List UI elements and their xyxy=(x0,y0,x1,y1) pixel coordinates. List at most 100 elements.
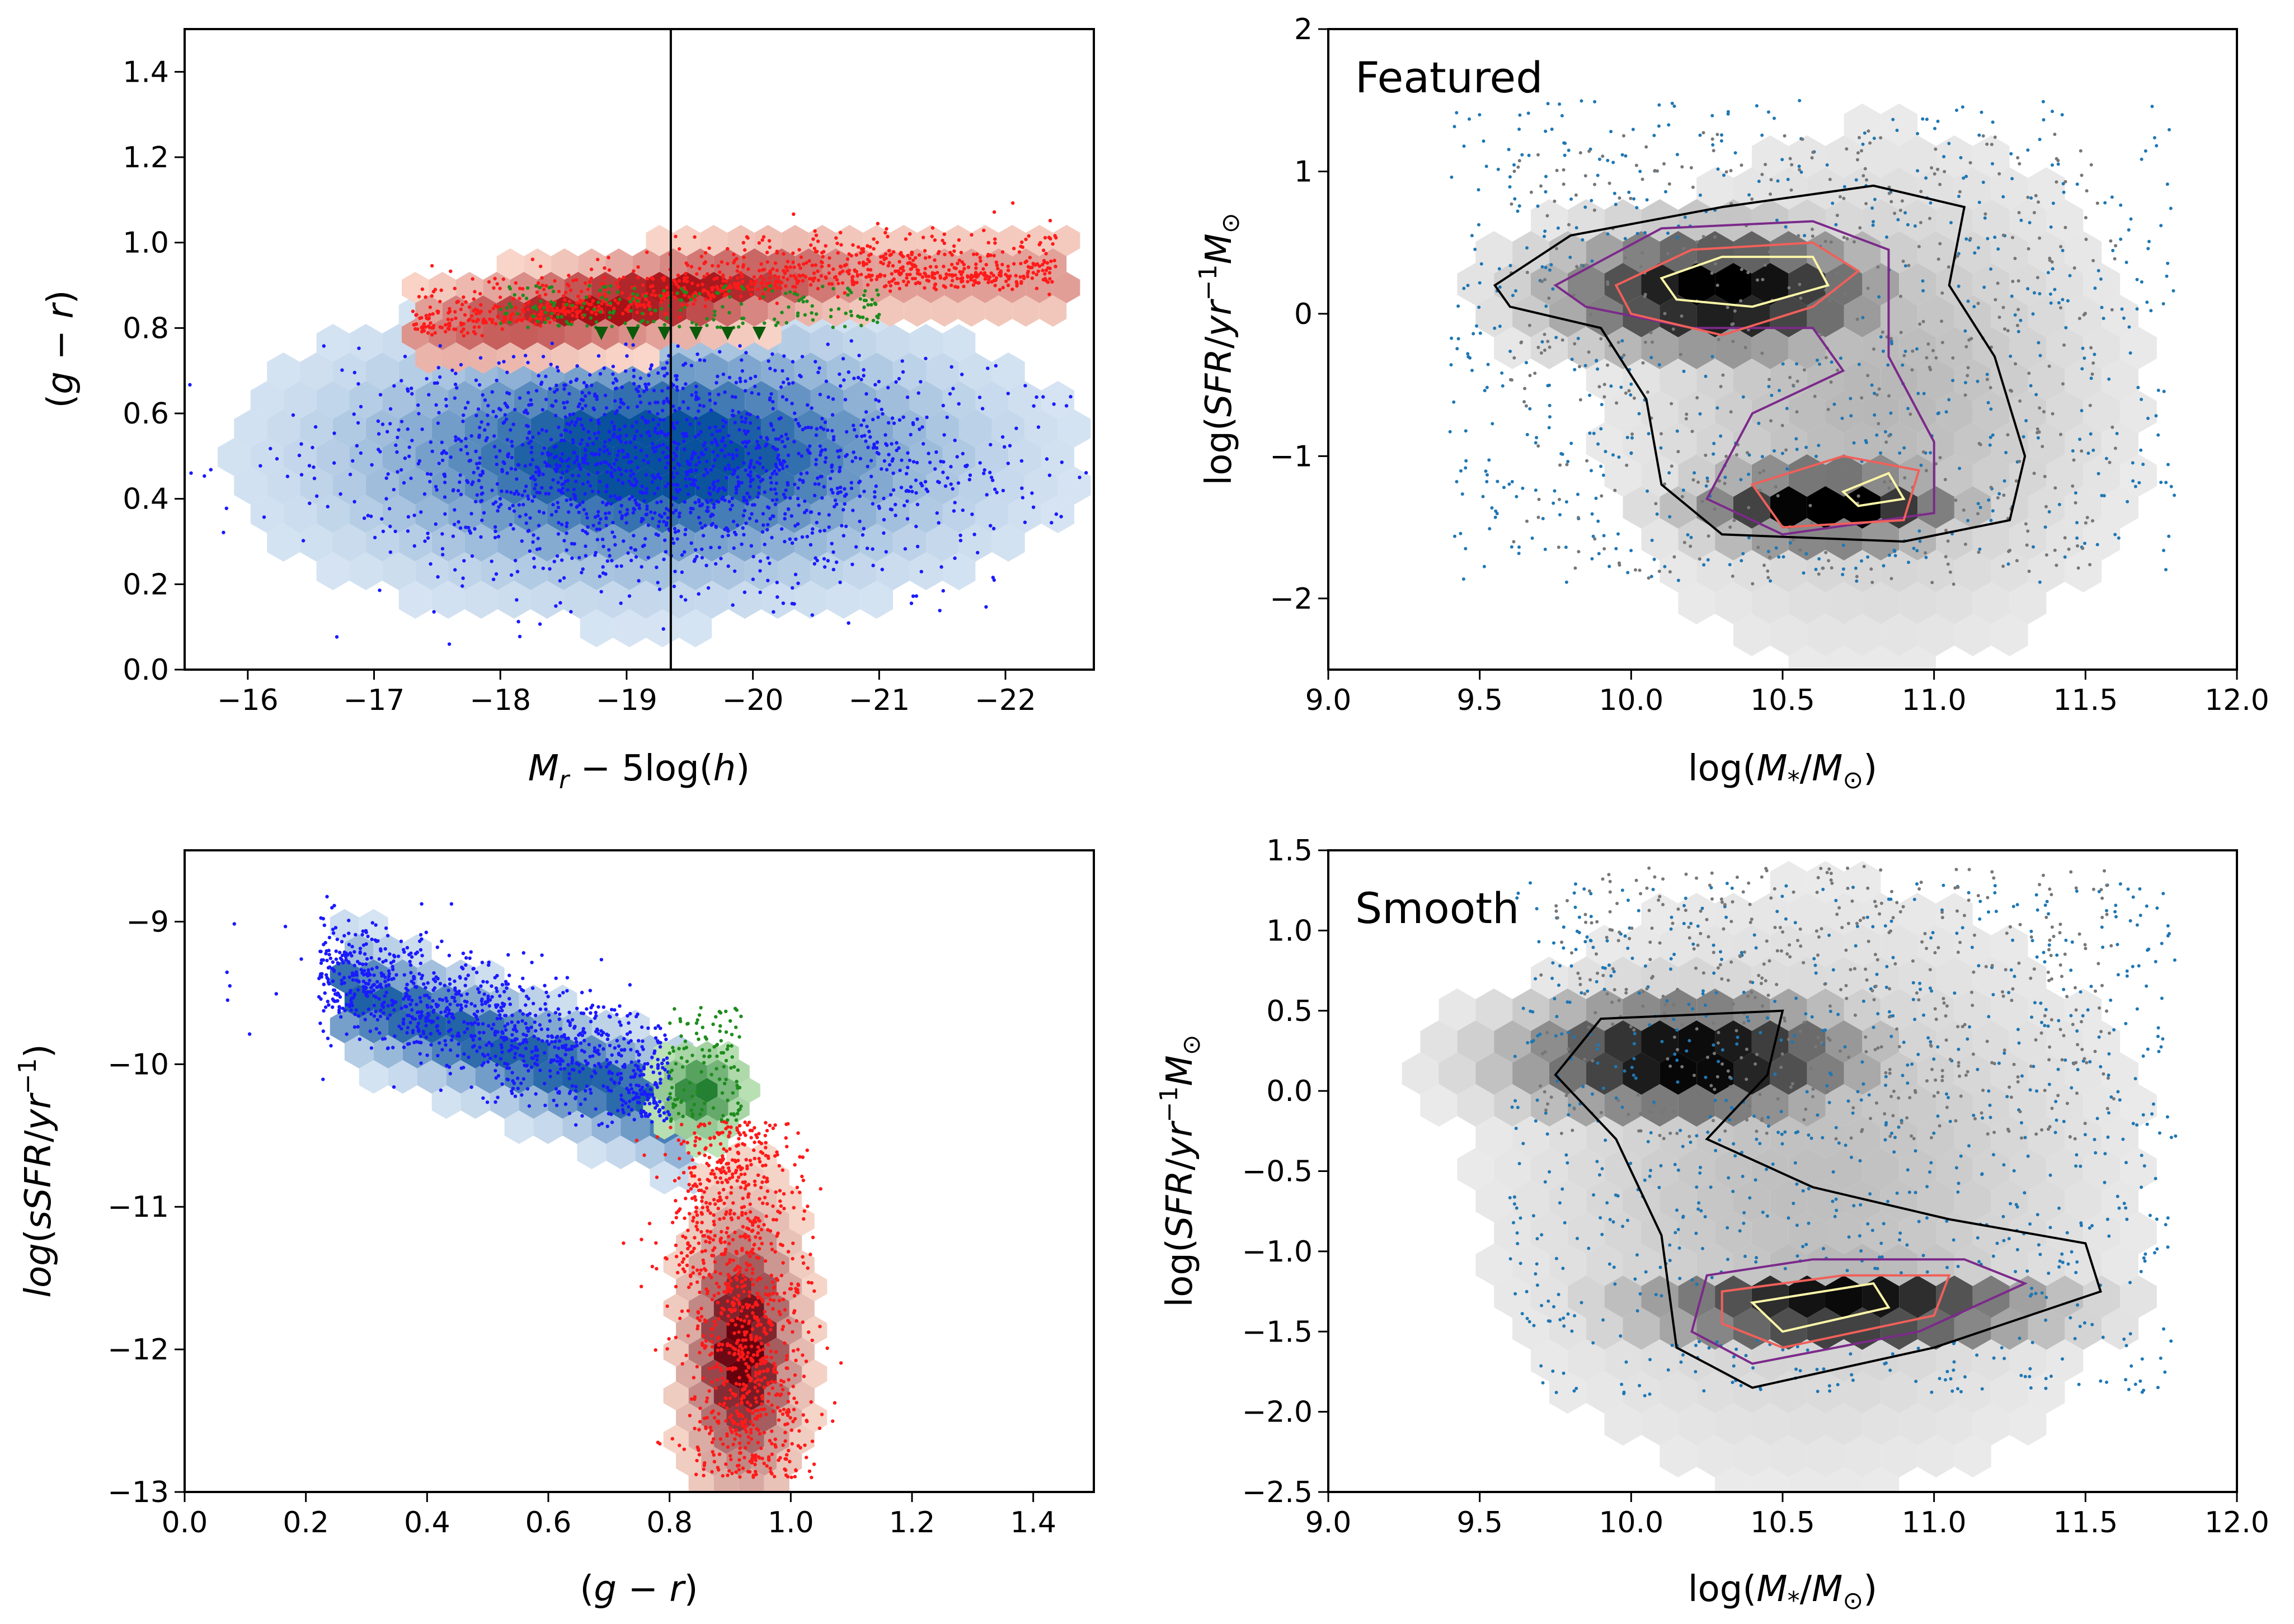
red-point xyxy=(886,234,890,239)
grey-point xyxy=(1938,242,1942,246)
grey-point xyxy=(1573,566,1577,570)
red-point xyxy=(589,276,593,280)
red-point xyxy=(453,286,457,290)
red-point xyxy=(471,319,475,323)
grey-point xyxy=(2050,260,2054,264)
blue-point xyxy=(529,1025,533,1029)
blue-point xyxy=(2013,313,2017,317)
blue-point xyxy=(556,1060,560,1063)
blue-hexbin xyxy=(761,581,795,619)
blue-point xyxy=(708,398,712,402)
red-point xyxy=(928,265,933,269)
blue-point xyxy=(657,444,662,448)
blue-point xyxy=(1664,190,1667,194)
blue-point xyxy=(545,464,549,468)
green-point xyxy=(533,304,537,308)
grey-point xyxy=(2018,162,2022,166)
grey-point xyxy=(1852,240,1856,244)
blue-point xyxy=(2140,157,2143,161)
blue-point xyxy=(713,437,717,441)
red-point xyxy=(1041,262,1045,267)
blue-point xyxy=(386,472,390,476)
blue-point xyxy=(490,559,493,563)
red-point xyxy=(578,309,582,313)
red-point xyxy=(566,282,570,286)
blue-point xyxy=(459,439,463,443)
blue-point xyxy=(1860,559,1863,563)
red-point xyxy=(875,277,879,281)
blue-point xyxy=(2083,542,2086,545)
red-point xyxy=(917,253,922,257)
grey-point xyxy=(1719,385,1723,388)
grey-point xyxy=(1696,481,1700,484)
grey-point xyxy=(1963,542,1967,546)
green-point xyxy=(787,305,791,309)
blue-point xyxy=(775,456,780,460)
blue-point xyxy=(773,469,777,473)
grey-point xyxy=(2072,458,2076,462)
blue-point xyxy=(1964,237,1968,241)
blue-point xyxy=(436,575,440,579)
blue-point xyxy=(681,400,685,404)
red-point xyxy=(1007,276,1011,280)
y-tick-label: 1.0 xyxy=(123,227,169,260)
blue-point xyxy=(798,373,802,378)
blue-point xyxy=(740,415,744,419)
contour-coral xyxy=(1750,455,1921,529)
grey-point xyxy=(1630,432,1634,436)
blue-point xyxy=(694,416,698,420)
blue-point xyxy=(742,461,746,465)
grey-point xyxy=(2037,200,2040,204)
blue-point xyxy=(2140,398,2143,401)
blue-point xyxy=(611,520,615,525)
red-point xyxy=(762,277,766,282)
blue-point xyxy=(629,558,633,562)
blue-point xyxy=(970,512,974,516)
grey-point xyxy=(1715,284,1719,287)
blue-point xyxy=(262,515,266,519)
red-point xyxy=(509,313,513,318)
blue-point xyxy=(831,397,835,401)
blue-point xyxy=(1576,492,1580,496)
blue-point xyxy=(740,369,745,373)
red-point xyxy=(1037,264,1042,269)
blue-point xyxy=(777,437,781,441)
blue-point xyxy=(882,517,886,522)
blue-point xyxy=(1003,445,1007,449)
red-point xyxy=(1031,271,1036,275)
red-point xyxy=(974,266,978,270)
blue-point xyxy=(1861,142,1865,146)
red-point xyxy=(693,235,697,239)
red-point xyxy=(636,275,640,280)
blue-hexbin xyxy=(283,495,317,533)
blue-point xyxy=(1030,491,1034,495)
grey-point xyxy=(2025,543,2029,547)
grey-point xyxy=(2038,236,2042,240)
blue-point xyxy=(694,384,698,388)
red-point xyxy=(424,295,427,299)
blue-point xyxy=(685,459,689,463)
blue-point xyxy=(370,463,374,467)
blue-point xyxy=(852,450,855,454)
blue-point xyxy=(956,481,961,485)
green-point xyxy=(861,316,865,319)
green-point xyxy=(796,311,800,315)
y-tick-label: −1 xyxy=(1270,440,1313,473)
blue-point xyxy=(454,435,458,439)
blue-point xyxy=(1629,382,1633,386)
green-hexbin xyxy=(696,1041,718,1066)
blue-point xyxy=(291,413,295,417)
blue-point xyxy=(1452,400,1456,404)
blue-point xyxy=(695,352,699,356)
blue-point xyxy=(665,461,670,465)
blue-point xyxy=(663,538,667,542)
blue-point xyxy=(492,445,497,449)
grey-point xyxy=(1968,161,1972,164)
grey-hexbin xyxy=(1972,454,2010,497)
grey-point xyxy=(1855,317,1859,321)
blue-point xyxy=(1781,555,1785,559)
red-point xyxy=(544,284,548,288)
grey-point xyxy=(2032,472,2036,476)
blue-point xyxy=(673,426,676,431)
grey-hexbin xyxy=(1660,231,1697,274)
